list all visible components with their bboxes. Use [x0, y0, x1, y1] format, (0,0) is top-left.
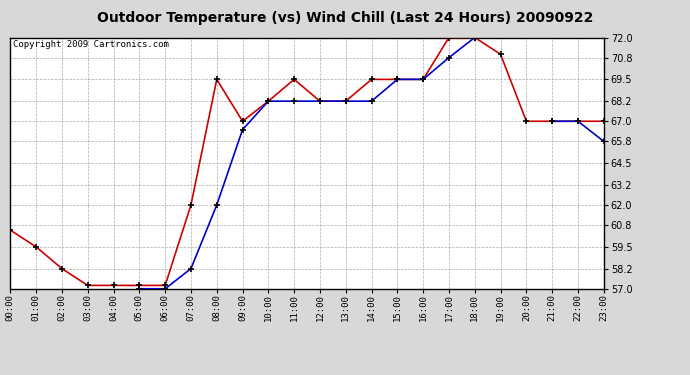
Text: Outdoor Temperature (vs) Wind Chill (Last 24 Hours) 20090922: Outdoor Temperature (vs) Wind Chill (Las…	[97, 11, 593, 25]
Text: Copyright 2009 Cartronics.com: Copyright 2009 Cartronics.com	[13, 40, 169, 49]
